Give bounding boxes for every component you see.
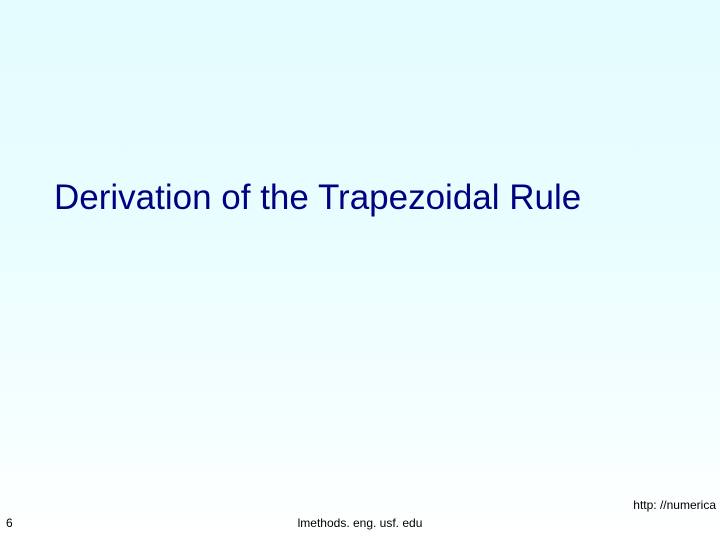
slide-title: Derivation of the Trapezoidal Rule: [54, 178, 700, 218]
slide: Derivation of the Trapezoidal Rule 6 lme…: [0, 0, 720, 540]
footer-center-text: lmethods. eng. usf. edu: [298, 516, 423, 530]
page-number: 6: [6, 516, 13, 530]
footer-right-text: http: //numerica: [633, 498, 716, 512]
